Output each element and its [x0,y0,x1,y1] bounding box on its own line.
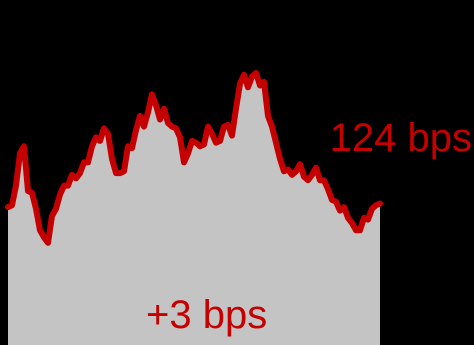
data-point-17 [75,177,77,179]
data-point-5 [27,190,29,192]
data-point-30 [127,145,129,147]
data-point-4 [23,145,25,147]
data-point-85 [347,217,349,219]
data-point-9 [43,236,45,238]
data-point-61 [251,76,253,78]
data-point-42 [175,127,177,129]
data-point-82 [335,201,337,203]
data-point-49 [203,144,205,145]
data-point-28 [119,172,121,174]
data-point-92 [375,204,377,206]
data-point-64 [263,81,265,83]
data-point-6 [31,192,33,194]
data-point-56 [231,135,233,137]
data-point-45 [187,152,189,154]
data-point-81 [331,199,333,201]
data-point-10 [47,242,49,244]
data-point-21 [91,145,93,147]
data-point-36 [151,93,153,95]
data-point-93 [379,203,381,204]
data-point-83 [339,210,341,212]
data-point-14 [63,185,65,187]
data-point-39 [163,108,165,110]
data-point-41 [171,126,173,128]
data-point-46 [191,140,193,142]
data-point-91 [371,208,373,210]
series-line [5,70,383,246]
data-point-66 [271,126,273,128]
data-point-15 [67,185,69,187]
data-point-70 [287,169,289,170]
data-point-23 [99,140,101,142]
data-point-59 [243,74,245,76]
data-point-48 [199,145,201,147]
data-point-1 [11,204,13,206]
data-point-65 [267,115,269,117]
data-point-68 [279,158,281,160]
data-point-19 [83,161,85,163]
data-point-69 [283,170,285,172]
data-point-44 [183,161,185,163]
data-point-55 [227,124,229,126]
data-point-57 [235,108,237,110]
data-point-38 [159,119,161,120]
data-point-0 [7,206,9,208]
data-point-50 [207,126,209,128]
data-point-84 [343,206,345,208]
data-point-31 [131,147,133,149]
data-point-2 [15,185,17,187]
data-point-67 [275,142,277,144]
data-point-74 [303,176,305,178]
data-point-75 [307,179,309,181]
data-point-12 [55,208,57,210]
data-point-89 [363,217,365,219]
data-point-73 [299,163,301,165]
data-point-60 [247,86,249,88]
data-point-40 [167,122,169,124]
data-point-22 [95,136,97,138]
data-point-51 [211,133,213,135]
data-point-62 [255,72,257,74]
data-point-18 [79,172,81,174]
data-point-26 [111,158,113,160]
data-point-29 [123,170,125,172]
delta-label: +3 bps [146,293,268,337]
data-point-34 [143,126,145,128]
data-point-7 [35,208,37,210]
data-point-76 [311,174,313,176]
data-point-33 [139,115,141,117]
data-point-20 [87,161,89,163]
data-point-24 [103,127,105,129]
data-point-13 [59,194,61,195]
data-point-8 [39,229,41,231]
data-point-72 [295,170,297,172]
data-point-77 [315,167,317,169]
data-point-90 [367,219,369,221]
data-point-53 [219,140,221,142]
data-point-63 [259,85,261,86]
data-point-80 [327,188,329,190]
data-point-47 [195,142,197,144]
data-point-27 [115,172,117,174]
current-value-label: 124 bps [329,116,472,160]
data-point-58 [239,83,241,85]
data-point-54 [223,126,225,128]
data-point-11 [51,215,53,217]
data-point-43 [179,136,181,138]
data-point-16 [71,174,73,176]
data-point-71 [291,174,293,176]
data-point-79 [323,179,325,181]
data-point-88 [359,229,361,231]
data-point-86 [351,222,353,224]
data-point-78 [319,179,321,181]
data-point-37 [155,104,157,106]
data-point-3 [19,152,21,154]
data-point-87 [355,229,357,231]
data-point-25 [107,133,109,135]
data-point-52 [215,142,217,144]
data-point-35 [147,111,149,113]
data-point-32 [135,129,137,131]
